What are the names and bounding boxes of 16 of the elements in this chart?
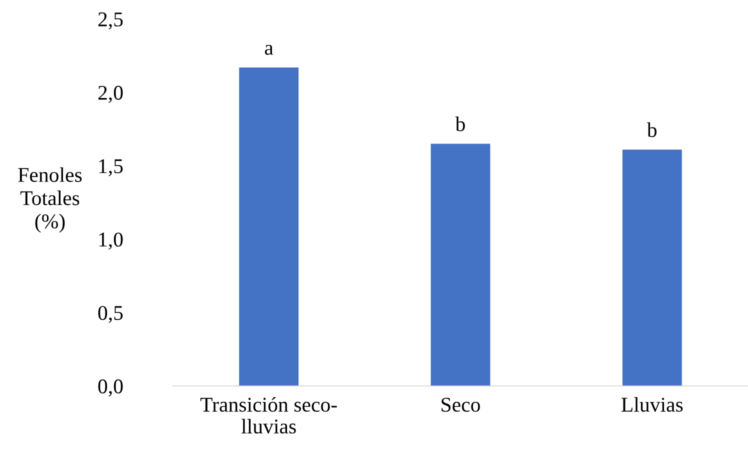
x-tick-label: Transición seco- lluvias: [200, 397, 337, 434]
y-tick-label: 2,5: [98, 12, 123, 30]
y-tick-label: 0,0: [98, 379, 123, 396]
x-tick-label: Lluvias: [622, 397, 683, 412]
y-axis-title: Fenoles Totales (%): [18, 167, 82, 233]
bar: [239, 67, 299, 386]
annotation: b: [646, 122, 657, 138]
bar: [430, 144, 490, 386]
annotation: b: [455, 116, 465, 132]
y-tick-label: 1,5: [99, 159, 123, 176]
annotation: a: [264, 44, 274, 55]
bar: [622, 150, 682, 386]
x-tick-label: Seco: [442, 398, 480, 412]
y-tick-label: 0,5: [98, 306, 123, 324]
y-tick-label: 2,0: [98, 86, 123, 103]
y-tick-label: 1,0: [99, 232, 123, 250]
